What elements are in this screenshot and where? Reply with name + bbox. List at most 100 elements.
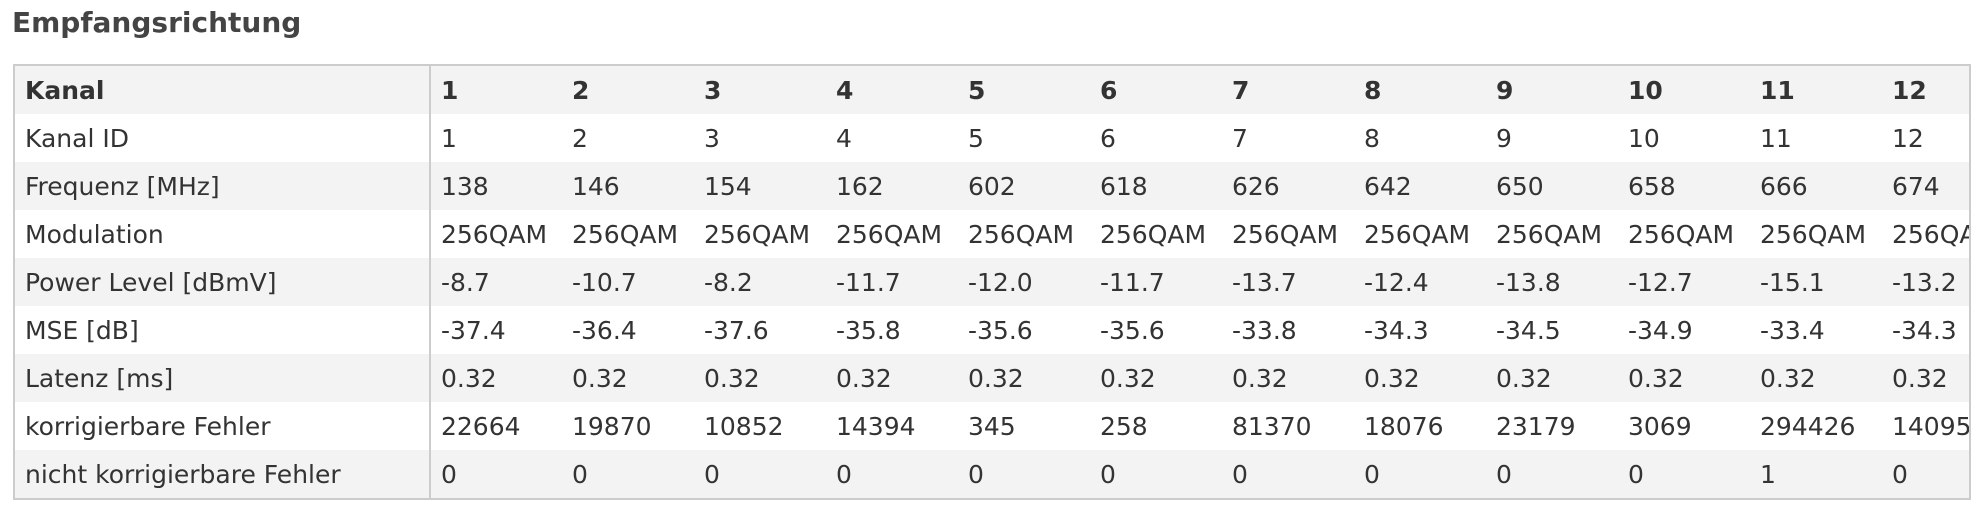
table-row: Modulation 256QAM 256QAM 256QAM 256QAM 256QAM… [15, 210, 1969, 258]
cell: 81370 [1232, 411, 1312, 441]
header-cell: 11 [1760, 75, 1795, 105]
cell: 256QAM [1100, 219, 1207, 249]
cell: -13.2 [1892, 267, 1957, 297]
cell: 3069 [1628, 411, 1692, 441]
cell: -35.6 [968, 315, 1033, 345]
cell: 256QAM [572, 219, 679, 249]
table-container: Kanal 1 2 3 4 5 6 7 8 9 10 11 12 Kanal ID 1 2 3 4 5 6 7 8 9 10 1… [13, 64, 1971, 500]
cell: 256QAM [704, 219, 811, 249]
row-label: Frequenz [MHz] [15, 162, 431, 210]
cell: -34.9 [1628, 315, 1693, 345]
cell: -10.7 [572, 267, 637, 297]
cell: -37.6 [704, 315, 769, 345]
table-row: korrigierbare Fehler 22664 19870 10852 14394… [15, 402, 1971, 450]
cell: 642 [1364, 171, 1412, 201]
cell: 10 [1628, 123, 1660, 153]
header-cell: Kanal [15, 66, 431, 114]
cell: -15.1 [1760, 267, 1825, 297]
cell: 674 [1892, 171, 1940, 201]
cell: 0.32 [1892, 363, 1948, 393]
cell: 154 [704, 171, 752, 201]
cell: 256QAM [1892, 219, 1969, 249]
cell: -37.4 [441, 315, 506, 345]
cell: 0.32 [836, 363, 892, 393]
cell: -11.7 [1100, 267, 1165, 297]
row-label: Kanal ID [15, 114, 431, 162]
cell: 618 [1100, 171, 1148, 201]
cell: 0 [704, 459, 720, 489]
cell: -8.7 [441, 267, 490, 297]
header-cell: 3 [704, 75, 722, 105]
cell: 0 [1892, 459, 1908, 489]
cell: -34.3 [1364, 315, 1429, 345]
header-cell: 10 [1628, 75, 1663, 105]
cell: 8 [1364, 123, 1380, 153]
cell: -13.8 [1496, 267, 1561, 297]
header-cell: 5 [968, 75, 986, 105]
cell: 256QAM [1760, 219, 1867, 249]
cell: 1 [441, 123, 457, 153]
cell: 0.32 [1232, 363, 1288, 393]
cell: 626 [1232, 171, 1280, 201]
cell: 12 [1892, 123, 1924, 153]
cell: 0 [441, 459, 457, 489]
cell: 0.32 [1628, 363, 1684, 393]
cell: 0.32 [1496, 363, 1552, 393]
cell: 7 [1232, 123, 1248, 153]
header-cell: 6 [1100, 75, 1118, 105]
table-row: Kanal ID 1 2 3 4 5 6 7 8 9 10 11 12 [15, 114, 1969, 162]
cell: -8.2 [704, 267, 753, 297]
cell: 258 [1100, 411, 1148, 441]
cell: 162 [836, 171, 884, 201]
cell: 256QAM [1364, 219, 1471, 249]
cell: 6 [1100, 123, 1116, 153]
header-row: Kanal 1 2 3 4 5 6 7 8 9 10 11 12 [15, 66, 1969, 114]
cell: 22664 [441, 411, 521, 441]
cell: 138 [441, 171, 489, 201]
cell: 0 [1364, 459, 1380, 489]
cell: 0.32 [1100, 363, 1156, 393]
cell: 3 [704, 123, 720, 153]
cell: 0 [1232, 459, 1248, 489]
cell: 0 [836, 459, 852, 489]
header-cell: 8 [1364, 75, 1382, 105]
cell: 666 [1760, 171, 1808, 201]
cell: 4 [836, 123, 852, 153]
cell: 0.32 [1760, 363, 1816, 393]
cell: 146 [572, 171, 620, 201]
cell: 14394 [836, 411, 916, 441]
cell: 10852 [704, 411, 784, 441]
cell: -12.7 [1628, 267, 1693, 297]
cell: 11 [1760, 123, 1792, 153]
cell: 18076 [1364, 411, 1444, 441]
cell: -36.4 [572, 315, 637, 345]
cell: -12.4 [1364, 267, 1429, 297]
header-cell: 7 [1232, 75, 1250, 105]
cell: 0 [572, 459, 588, 489]
cell: -11.7 [836, 267, 901, 297]
row-label: nicht korrigierbare Fehler [15, 450, 431, 498]
cell: 0.32 [1364, 363, 1420, 393]
cell: 2 [572, 123, 588, 153]
cell: 5 [968, 123, 984, 153]
cell: 1 [1760, 459, 1776, 489]
cell: -34.3 [1892, 315, 1957, 345]
header-cell: 12 [1892, 75, 1927, 105]
cell: -33.8 [1232, 315, 1297, 345]
row-label: Latenz [ms] [15, 354, 431, 402]
cell: 602 [968, 171, 1016, 201]
row-label: Modulation [15, 210, 431, 258]
cell: 0.32 [968, 363, 1024, 393]
cell: 256QAM [968, 219, 1075, 249]
cell: 0 [968, 459, 984, 489]
cell: -34.5 [1496, 315, 1561, 345]
header-cell: 9 [1496, 75, 1514, 105]
cell: 256QAM [1232, 219, 1339, 249]
cell: 14095 [1892, 411, 1971, 441]
table-row: MSE [dB] -37.4 -36.4 -37.6 -35.8 -35.6 -35.6 -3… [15, 306, 1969, 354]
cell: 0.32 [572, 363, 628, 393]
cell: -35.8 [836, 315, 901, 345]
table-row: nicht korrigierbare Fehler 0 0 0 0 0 0 0 0 0 0 1 0 [15, 450, 1969, 498]
cell: 0 [1100, 459, 1116, 489]
